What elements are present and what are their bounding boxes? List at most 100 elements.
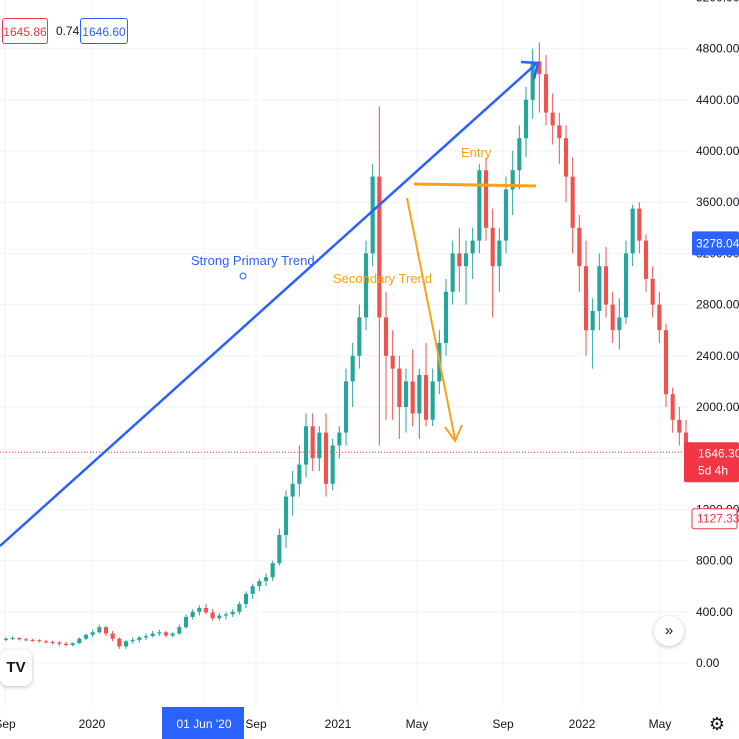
gear-icon[interactable]: ⚙: [708, 714, 726, 734]
y-tick-label: 400.00: [696, 605, 733, 619]
candle-body: [450, 253, 455, 292]
candle-body: [10, 638, 15, 640]
candle-body: [570, 176, 575, 228]
candle-body: [583, 266, 589, 331]
candle-body: [43, 641, 49, 643]
candle-body: [643, 240, 649, 279]
x-tick-label: 2021: [325, 717, 352, 731]
candle-body: [170, 633, 175, 636]
candle-body: [497, 240, 502, 267]
sell-price-box[interactable]: 1645.86: [2, 18, 48, 44]
candle-body: [130, 639, 135, 642]
candle-body: [50, 641, 55, 643]
secondary-trend-line: [406, 197, 456, 440]
candle-body: [543, 74, 549, 113]
crosshair-price-label: 3278.04: [696, 236, 739, 250]
double-chevron-right-icon[interactable]: »: [654, 616, 684, 646]
candle-body: [310, 426, 315, 459]
candle-body: [237, 604, 242, 612]
y-tick-label: 2800.00: [696, 298, 739, 312]
candle-body: [483, 170, 489, 228]
candle-body: [563, 138, 569, 177]
candle-body: [183, 616, 189, 628]
x-tick-label: May: [649, 717, 672, 731]
candle-body: [77, 638, 82, 644]
time-scale[interactable]: Sep 2020 01 Jun '20 Sep 2021 May Sep 2022 May: [0, 707, 671, 739]
chart-grid: [0, 0, 690, 706]
primary-trend-arrowhead: [520, 60, 540, 80]
x-tick-label: May: [406, 717, 429, 731]
drawing-layer: Strong Primary Trend Secondary Trend Entry: [0, 60, 690, 547]
candle-body: [357, 317, 362, 356]
x-tick-label: 2022: [569, 717, 596, 731]
y-tick-label: 2000.00: [696, 400, 739, 414]
entry-label: Entry: [461, 145, 492, 160]
x-tick-label: Sep: [0, 717, 16, 731]
candle-body: [410, 381, 415, 414]
candle-body: [677, 419, 682, 433]
candle-body: [270, 563, 275, 578]
candle-body: [337, 432, 342, 446]
candle-body: [283, 496, 289, 535]
candle-body: [263, 577, 269, 582]
buy-price-box[interactable]: 1646.60: [80, 18, 128, 44]
y-tick-label: 4000.00: [696, 144, 739, 158]
candle-body: [197, 607, 202, 612]
candle-body: [243, 593, 249, 605]
y-tick-label: 3600.00: [696, 195, 739, 209]
candle-body: [363, 253, 369, 318]
candle-body: [470, 240, 475, 254]
candle-body: [397, 368, 402, 407]
candle-body: [137, 637, 142, 640]
candle-body: [210, 612, 215, 619]
candle-body: [230, 611, 235, 615]
candle-body: [150, 633, 155, 637]
candle-body: [377, 176, 382, 318]
candle-body: [223, 614, 229, 616]
candle-body: [430, 381, 435, 420]
candle-body: [630, 208, 635, 254]
primary-trend-line: [0, 63, 537, 547]
candle-body: [603, 266, 609, 305]
entry-line: [413, 182, 537, 188]
candle-body: [30, 639, 35, 641]
x-tick-label: 2020: [79, 717, 106, 731]
time-crosshair-label-box: [162, 707, 244, 739]
candle-body: [490, 227, 495, 267]
anchor-point-icon: [239, 272, 247, 280]
candle-body: [3, 638, 9, 640]
candle-body: [383, 317, 389, 356]
candle-body: [517, 138, 522, 171]
candle-body: [510, 170, 515, 190]
y-tick-label: 5200.00: [696, 0, 739, 4]
candle-body: [350, 355, 355, 382]
candle-body: [103, 627, 109, 634]
candle-body: [63, 643, 69, 646]
candle-body: [597, 266, 602, 311]
y-tick-label: 800.00: [696, 554, 733, 568]
countdown-label: 5d 4h: [698, 463, 728, 477]
tradingview-logo[interactable]: TV: [0, 650, 32, 686]
price-scale[interactable]: 0.00400.00800.001200.001600.002000.00240…: [684, 0, 739, 670]
candle-body: [37, 640, 42, 642]
primary-trend-label: Strong Primary Trend: [191, 253, 315, 268]
candle-body: [317, 432, 322, 459]
candle-body: [590, 311, 595, 331]
candle-body: [123, 641, 129, 647]
candle-body: [330, 445, 335, 484]
secondary-trend-label: Secondary Trend: [333, 271, 432, 286]
candle-body: [610, 304, 615, 331]
low-price-label: 1127.33: [697, 512, 739, 526]
candle-body: [390, 355, 395, 369]
candle-body: [143, 636, 149, 638]
y-tick-label: 4800.00: [696, 42, 739, 56]
candle-body: [370, 176, 375, 254]
candle-body: [190, 611, 195, 617]
y-tick-label: 4400.00: [696, 93, 739, 107]
candle-body: [443, 291, 449, 343]
x-tick-label: Sep: [492, 717, 514, 731]
candle-body: [530, 61, 535, 100]
candle-body: [217, 615, 222, 619]
candle-body: [537, 61, 542, 75]
